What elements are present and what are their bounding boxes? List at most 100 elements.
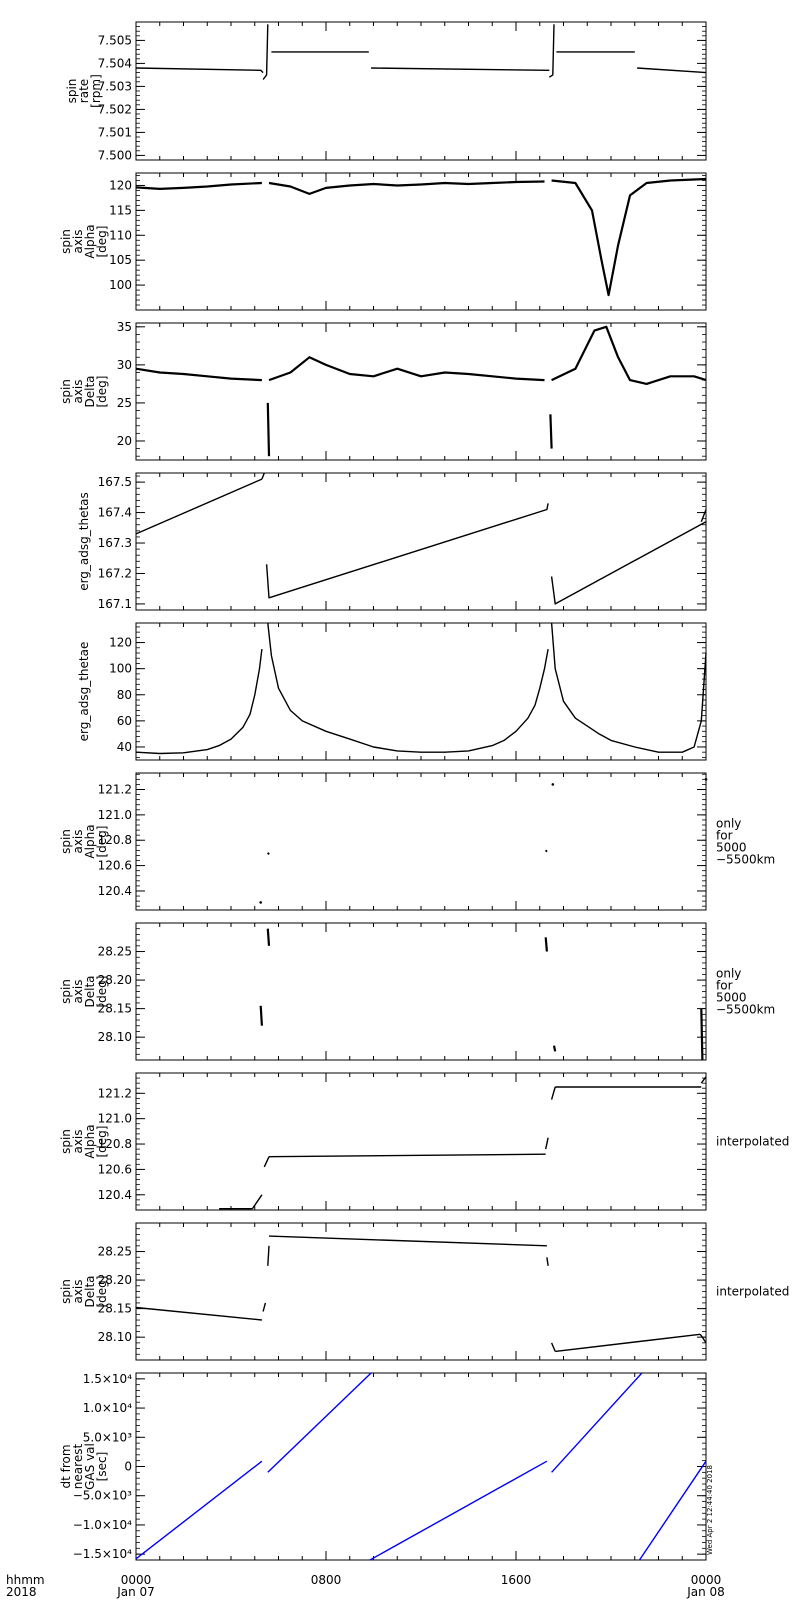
y-axis-label-line: erg_adsg_thetae bbox=[77, 642, 91, 742]
series-line bbox=[550, 521, 707, 605]
y-tick-label: 100 bbox=[109, 662, 132, 676]
panel-frame bbox=[135, 472, 707, 611]
y-tick-label: 120.8 bbox=[98, 833, 132, 847]
y-tick-label: 7.502 bbox=[98, 102, 132, 116]
series-line bbox=[544, 937, 548, 952]
side-note: for bbox=[716, 979, 733, 993]
series-line bbox=[637, 67, 707, 74]
corner-label: hhmm 2018 bbox=[6, 1574, 45, 1598]
panel-frame bbox=[135, 622, 707, 761]
series-line bbox=[551, 325, 707, 385]
y-axis-label-line: axis bbox=[71, 379, 85, 403]
panel-frame bbox=[135, 772, 707, 911]
x-tick-label: 0000 bbox=[121, 1573, 152, 1587]
y-tick-label: 120 bbox=[109, 636, 132, 650]
y-tick-label: 120.8 bbox=[98, 1137, 132, 1151]
timestamp: Wed Apr 2 12:44:40 2018 bbox=[706, 1465, 714, 1555]
y-axis-label-line: [deg] bbox=[95, 376, 109, 408]
y-axis-label-line: axis bbox=[71, 229, 85, 253]
series-line bbox=[546, 1257, 549, 1266]
y-tick-label: 20 bbox=[117, 434, 132, 448]
y-axis-label-line: Delta bbox=[83, 975, 97, 1007]
y-tick-label: 28.20 bbox=[98, 973, 132, 987]
y-axis-label-line: spin bbox=[59, 829, 73, 854]
y-axis-label-line: [sec] bbox=[95, 1452, 109, 1482]
y-axis-label: erg_adsg_thetas bbox=[77, 492, 91, 591]
y-axis-label-line: [rpm] bbox=[89, 74, 103, 108]
y-axis-label-line: Delta bbox=[83, 1275, 97, 1307]
series-line bbox=[699, 1333, 707, 1344]
y-tick-label: 120.6 bbox=[98, 1162, 132, 1176]
panel-erg_adsg_thetae: 40 60 80 100 120 erg_adsg_thetae bbox=[77, 622, 707, 761]
y-tick-label: 7.503 bbox=[98, 79, 132, 93]
y-tick-label: 60 bbox=[117, 714, 132, 728]
y-axis-label: erg_adsg_thetae bbox=[77, 642, 91, 742]
series-line bbox=[267, 1372, 372, 1473]
corner-label-line2: 2018 bbox=[6, 1585, 37, 1599]
series-line bbox=[261, 472, 265, 480]
series-line bbox=[135, 1460, 263, 1560]
x-tick-label: 0800 bbox=[311, 1573, 342, 1587]
series-line bbox=[638, 1460, 707, 1561]
side-note: −5500km bbox=[716, 1003, 775, 1017]
side-note: −5500km bbox=[716, 853, 775, 867]
y-axis-label-line: spin bbox=[59, 379, 73, 404]
y-tick-label: 167.2 bbox=[98, 566, 132, 580]
series-line bbox=[267, 1245, 270, 1266]
series-line bbox=[550, 1086, 556, 1100]
panel-dt_nearest: −1.5×10⁴ −1.0×10⁴ −5.0×10³ 0 5.0×10³ 1.0×10⁴ 1… bbox=[59, 1372, 707, 1561]
y-axis-label-line: [deg] bbox=[95, 1126, 109, 1158]
y-tick-label: 28.20 bbox=[98, 1273, 132, 1287]
series-line bbox=[266, 852, 270, 855]
y-tick-label: 115 bbox=[109, 203, 132, 217]
y-axis-label-line: spin bbox=[59, 1279, 73, 1304]
y-tick-label: 28.25 bbox=[98, 945, 132, 959]
y-axis-label-line: axis bbox=[71, 1279, 85, 1303]
y-axis-label-line: spin bbox=[65, 79, 79, 104]
series-line bbox=[266, 402, 271, 457]
y-tick-label: 28.10 bbox=[98, 1330, 132, 1344]
series-line bbox=[265, 503, 549, 599]
y-tick-label: 25 bbox=[117, 396, 132, 410]
series-line bbox=[550, 1342, 556, 1352]
y-tick-label: 167.3 bbox=[98, 536, 132, 550]
x-tick-date-label: Jan 08 bbox=[686, 1585, 725, 1599]
y-axis-label-line: nearest bbox=[71, 1444, 85, 1490]
y-tick-label: 100 bbox=[109, 278, 132, 292]
y-axis-label-line: [deg] bbox=[95, 226, 109, 258]
y-axis-label-line: spin bbox=[59, 229, 73, 254]
y-tick-label: 120 bbox=[109, 178, 132, 192]
panel-frame bbox=[135, 21, 707, 161]
y-axis-label-line: Delta bbox=[83, 375, 97, 407]
y-axis-label-line: axis bbox=[71, 829, 85, 853]
y-tick-label: 0 bbox=[124, 1460, 132, 1474]
panel-spin_axis_alpha_filtered: 120.4 120.6 120.8 121.0 121.2 spinaxisAlpha[d… bbox=[59, 772, 775, 911]
y-axis-label-line: Alpha bbox=[83, 1124, 97, 1158]
series-line bbox=[548, 24, 555, 78]
series-line bbox=[551, 1372, 643, 1473]
series-line bbox=[700, 509, 707, 522]
series-line bbox=[371, 67, 550, 71]
y-axis-label-line: erg_adsg_thetas bbox=[77, 492, 91, 591]
y-tick-label: 121.2 bbox=[98, 1086, 132, 1100]
x-tick-date-label: Jan 07 bbox=[116, 1585, 155, 1599]
y-tick-label: 28.15 bbox=[98, 1302, 132, 1316]
y-axis-label-line: spin bbox=[59, 979, 73, 1004]
y-tick-label: 1.0×10⁴ bbox=[83, 1401, 132, 1415]
series-line bbox=[551, 177, 707, 297]
panel-spin_rate: 7.500 7.501 7.502 7.503 7.504 7.505 spinrate[r… bbox=[65, 21, 707, 162]
y-tick-label: 121.2 bbox=[98, 782, 132, 796]
y-tick-label: 120.4 bbox=[98, 884, 132, 898]
y-tick-label: 120.4 bbox=[98, 1188, 132, 1202]
corner-label-line1: hhmm bbox=[6, 1573, 45, 1587]
series-line bbox=[135, 649, 263, 755]
y-tick-label: 5.0×10³ bbox=[83, 1430, 132, 1444]
